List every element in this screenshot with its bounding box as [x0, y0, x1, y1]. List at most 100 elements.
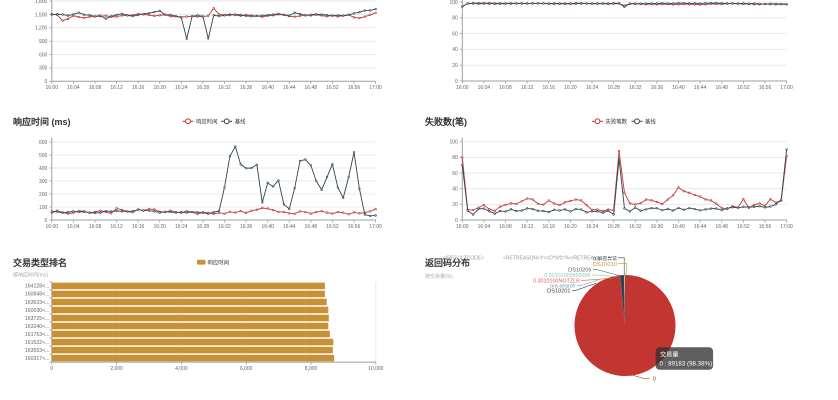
- svg-text:16:32: 16:32: [218, 85, 231, 91]
- svg-text:164128<...: 164128<...: [25, 284, 50, 290]
- svg-text:16:08: 16:08: [89, 85, 102, 91]
- svg-text:1,500: 1,500: [35, 12, 48, 18]
- svg-text:16:08: 16:08: [499, 85, 512, 91]
- svg-text:20: 20: [452, 202, 458, 208]
- svg-text:DS10010: DS10010: [593, 262, 617, 268]
- svg-text:16:20: 16:20: [564, 224, 577, 230]
- svg-text:0: 0: [45, 79, 48, 85]
- svg-text:失败笔数: 失败笔数: [606, 117, 628, 125]
- svg-text:300: 300: [39, 66, 48, 72]
- svg-text:加解密异常: 加解密异常: [593, 255, 617, 262]
- svg-text:16:44: 16:44: [694, 224, 707, 230]
- svg-text:16:56: 16:56: [348, 85, 361, 91]
- svg-text:1,200: 1,200: [35, 26, 48, 32]
- svg-text:163240<...: 163240<...: [25, 324, 50, 330]
- svg-text:16:28: 16:28: [607, 224, 620, 230]
- svg-text:16:24: 16:24: [175, 224, 188, 230]
- svg-text:16:48: 16:48: [715, 224, 728, 230]
- svg-text:8,000: 8,000: [305, 366, 318, 372]
- svg-text:60: 60: [452, 171, 458, 177]
- svg-text:400: 400: [39, 166, 48, 172]
- svg-text:16:00: 16:00: [46, 224, 59, 230]
- svg-text:17:00: 17:00: [369, 85, 382, 91]
- svg-text:0 : 89183 (98.38%): 0 : 89183 (98.38%): [660, 361, 713, 368]
- svg-text:17:00: 17:00: [369, 224, 382, 230]
- svg-text:16:56: 16:56: [759, 85, 772, 91]
- svg-text:1,800: 1,800: [35, 0, 48, 5]
- svg-text:16:20: 16:20: [153, 85, 166, 91]
- svg-text:按交易量(%): 按交易量(%): [425, 273, 453, 280]
- svg-text:16:12: 16:12: [521, 85, 534, 91]
- svg-text:100: 100: [39, 205, 48, 211]
- svg-text:4,000: 4,000: [175, 366, 188, 372]
- svg-text:300: 300: [39, 179, 48, 185]
- svg-text:161753<...: 161753<...: [25, 332, 50, 338]
- svg-text:163633<...: 163633<...: [25, 300, 50, 306]
- svg-text:16:36: 16:36: [651, 224, 664, 230]
- svg-text:100: 100: [449, 140, 458, 146]
- svg-text:16:28: 16:28: [197, 85, 210, 91]
- svg-text:</RESULTCODE>: </RESULTCODE>: [443, 256, 484, 262]
- svg-text:DS10206: DS10206: [568, 267, 591, 273]
- svg-text:80: 80: [452, 16, 458, 22]
- svg-text:16:52: 16:52: [737, 85, 750, 91]
- svg-text:失败数(笔): 失败数(笔): [425, 116, 467, 127]
- svg-text:6,000: 6,000: [240, 366, 253, 372]
- svg-text:按响应时间(ms): 按响应时间(ms): [13, 272, 48, 279]
- svg-text:16:36: 16:36: [651, 85, 664, 91]
- svg-text:60: 60: [452, 31, 458, 37]
- svg-text:16:24: 16:24: [586, 85, 599, 91]
- svg-text:10,000: 10,000: [368, 366, 384, 372]
- svg-text:0: 0: [45, 218, 48, 224]
- svg-text:900: 900: [39, 39, 48, 45]
- svg-text:16:16: 16:16: [132, 85, 145, 91]
- svg-text:16:40: 16:40: [261, 224, 274, 230]
- svg-text:16:12: 16:12: [110, 85, 123, 91]
- svg-text:163725<...: 163725<...: [25, 316, 50, 322]
- svg-text:DS10201: DS10201: [547, 289, 570, 295]
- svg-text:16:04: 16:04: [67, 85, 80, 91]
- svg-text:16:52: 16:52: [326, 85, 339, 91]
- svg-text:16:04: 16:04: [67, 224, 80, 230]
- svg-text:16:56: 16:56: [348, 224, 361, 230]
- svg-text:160030<...: 160030<...: [25, 308, 50, 314]
- svg-text:16:16: 16:16: [543, 85, 556, 91]
- svg-text:0: 0: [455, 79, 458, 85]
- svg-text:16:44: 16:44: [694, 85, 707, 91]
- svg-text:返回码分布: 返回码分布: [425, 257, 470, 268]
- svg-text:16:32: 16:32: [218, 224, 231, 230]
- svg-text:16:24: 16:24: [586, 224, 599, 230]
- svg-text:161532<...: 161532<...: [25, 340, 50, 346]
- svg-text:16:00: 16:00: [456, 224, 469, 230]
- svg-text:16:32: 16:32: [629, 85, 642, 91]
- svg-text:40: 40: [452, 47, 458, 53]
- svg-text:16:00: 16:00: [46, 85, 59, 91]
- svg-text:100: 100: [449, 0, 458, 6]
- svg-text:16:08: 16:08: [89, 224, 102, 230]
- svg-text:16:08: 16:08: [499, 224, 512, 230]
- svg-text:16:44: 16:44: [283, 224, 296, 230]
- svg-text:<RETREASON>Y>=D*%¶=%</RETREA: <RETREASON>Y>=D*%¶=%</RETREA: [503, 256, 594, 262]
- svg-text:16:28: 16:28: [197, 224, 210, 230]
- svg-text:16:16: 16:16: [132, 224, 145, 230]
- svg-text:16:52: 16:52: [326, 224, 339, 230]
- svg-text:0.3010100NOTZLR: 0.3010100NOTZLR: [533, 278, 580, 284]
- svg-text:16:56: 16:56: [759, 224, 772, 230]
- svg-text:80: 80: [452, 155, 458, 161]
- svg-text:16:44: 16:44: [283, 85, 296, 91]
- svg-text:16:48: 16:48: [715, 85, 728, 91]
- svg-text:16:20: 16:20: [153, 224, 166, 230]
- svg-text:0: 0: [653, 376, 656, 382]
- svg-text:40: 40: [452, 187, 458, 193]
- svg-text:16:52: 16:52: [737, 224, 750, 230]
- svg-text:响应时间: 响应时间: [208, 258, 230, 266]
- svg-text:16:28: 16:28: [607, 85, 620, 91]
- svg-text:16:40: 16:40: [672, 85, 685, 91]
- svg-text:16:04: 16:04: [478, 224, 491, 230]
- svg-text:响应时间 (ms): 响应时间 (ms): [13, 116, 71, 127]
- svg-text:0.30101009999996: 0.30101009999996: [544, 273, 590, 279]
- svg-text:200: 200: [39, 192, 48, 198]
- svg-text:0: 0: [455, 218, 458, 224]
- svg-text:基线: 基线: [235, 117, 246, 125]
- svg-text:160848<...: 160848<...: [25, 292, 50, 298]
